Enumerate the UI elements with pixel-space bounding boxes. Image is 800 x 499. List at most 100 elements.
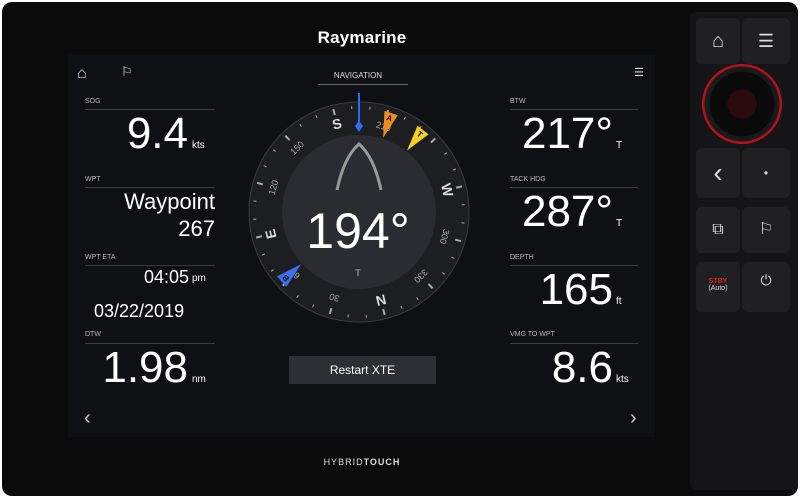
compass-tick <box>299 123 302 127</box>
btw-label: BTW <box>510 98 526 105</box>
compass-tick <box>255 235 263 239</box>
compass-tick <box>451 256 455 259</box>
divider <box>510 265 638 266</box>
compass-tick <box>427 283 434 289</box>
compass-tick <box>296 295 299 299</box>
menu-icon[interactable]: ☰ <box>634 67 644 79</box>
power-key[interactable]: ⏻ <box>742 262 790 312</box>
boat-bow-icon <box>335 142 383 191</box>
dtw-label: DTW <box>85 331 101 338</box>
mob-flag-icon: ⚐ <box>758 221 774 238</box>
brand-logo: Raymarine <box>317 28 407 47</box>
compass-tick <box>455 185 463 189</box>
tack-ref: T <box>616 218 623 229</box>
divider <box>510 343 638 344</box>
screen: ⌂ ⚐ NAVIGATION ☰ SOG 9.4 kts WPT Waypoin… <box>68 55 655 437</box>
home-key[interactable]: ⌂ <box>696 18 740 64</box>
pilot-key[interactable]: STBY (Auto) <box>696 262 740 312</box>
wpt-number: 267 <box>178 216 215 241</box>
rotary-joystick[interactable] <box>702 64 782 144</box>
switch-screens-icon: ⧉ <box>712 221 724 238</box>
compass-tick <box>284 135 291 141</box>
divider <box>85 343 215 344</box>
compass-label: E <box>262 228 280 241</box>
depth-label: DEPTH <box>510 254 534 261</box>
bearing-marker: A <box>383 110 398 138</box>
home-icon[interactable]: ⌂ <box>77 65 87 82</box>
back-key[interactable]: ‹ <box>696 148 740 198</box>
compass-label: 300 <box>438 228 452 245</box>
depth-value: 165 <box>539 265 613 314</box>
svg-text:A: A <box>385 113 393 123</box>
divider <box>510 187 638 188</box>
compass-tick <box>332 108 336 116</box>
sog-unit: kts <box>192 140 205 151</box>
auto-label: (Auto) <box>708 285 728 292</box>
eta-label: WPT ETA <box>85 254 116 261</box>
heading-ref: T <box>355 268 361 278</box>
compass-tick <box>452 168 457 171</box>
compass-tick <box>263 165 267 168</box>
compass-tick <box>312 304 315 308</box>
divider <box>85 187 215 188</box>
divider <box>85 109 215 110</box>
compass-tick <box>444 152 448 155</box>
vmg-unit: kts <box>616 374 629 385</box>
sog-label: SOG <box>85 98 101 105</box>
vmg-value: 8.6 <box>551 343 613 392</box>
compass-label: N <box>374 291 388 309</box>
restart-xte-button[interactable]: Restart XTE <box>289 356 436 384</box>
compass-label: S <box>331 115 344 133</box>
compass-tick <box>261 253 266 256</box>
ok-key[interactable]: • <box>742 148 790 198</box>
bearing-marker: T <box>407 125 429 151</box>
tack-label: TACK HDG <box>510 176 546 183</box>
prev-page-button[interactable]: ‹ <box>84 407 91 429</box>
heading-pointer <box>355 93 363 132</box>
compass-label: 30 <box>328 291 340 303</box>
compass-tick <box>442 272 446 275</box>
compass-tick <box>400 305 403 310</box>
compass-inner-disc <box>282 135 436 289</box>
eta-ampm: pm <box>192 273 206 284</box>
stby-label: STBY <box>708 278 728 285</box>
waypoint-flag-icon[interactable]: ⚐ <box>121 64 133 79</box>
divider <box>85 265 215 266</box>
switch-app-key[interactable]: ⧉ <box>696 207 740 253</box>
compass-tick <box>272 149 276 152</box>
compass-label: 120 <box>267 179 281 196</box>
compass-tick <box>256 181 264 186</box>
compass-tick <box>454 238 462 243</box>
dtw-unit: nm <box>192 374 206 385</box>
vmg-label: VMG TO WPT <box>510 331 555 338</box>
wpt-label: WPT <box>85 176 101 183</box>
title-underline <box>318 84 408 85</box>
eta-date: 03/22/2019 <box>94 301 185 321</box>
hybridtouch-label: HYBRIDTOUCH <box>323 457 401 467</box>
compass-tick <box>403 116 406 120</box>
compass-label: W <box>438 182 457 199</box>
page-title[interactable]: NAVIGATION <box>333 71 383 80</box>
compass-tick <box>416 297 419 301</box>
depth-unit: ft <box>616 296 622 307</box>
svg-text:T: T <box>415 129 424 139</box>
compass-tick <box>315 114 318 119</box>
svg-text:B: B <box>280 273 291 283</box>
wpt-name: Waypoint <box>124 189 215 214</box>
sog-value: 9.4 <box>126 109 188 158</box>
btw-value: 217° <box>521 109 613 158</box>
compass-tick <box>382 308 386 316</box>
tack-value: 287° <box>521 187 613 236</box>
mob-key[interactable]: ⚐ <box>742 207 790 253</box>
compass-tick <box>270 269 274 272</box>
dtw-value: 1.98 <box>102 343 188 392</box>
eta-time: 04:05 <box>144 267 190 287</box>
next-page-button[interactable]: › <box>630 407 637 429</box>
menu-key[interactable]: ☰ <box>742 18 790 64</box>
compass-tick <box>328 307 333 315</box>
control-panel: ⌂ ☰ ‹ • ⧉ ⚐ STBY (Auto) ⏻ <box>690 12 798 490</box>
compass-tick <box>430 137 436 144</box>
btw-ref: T <box>616 140 623 151</box>
